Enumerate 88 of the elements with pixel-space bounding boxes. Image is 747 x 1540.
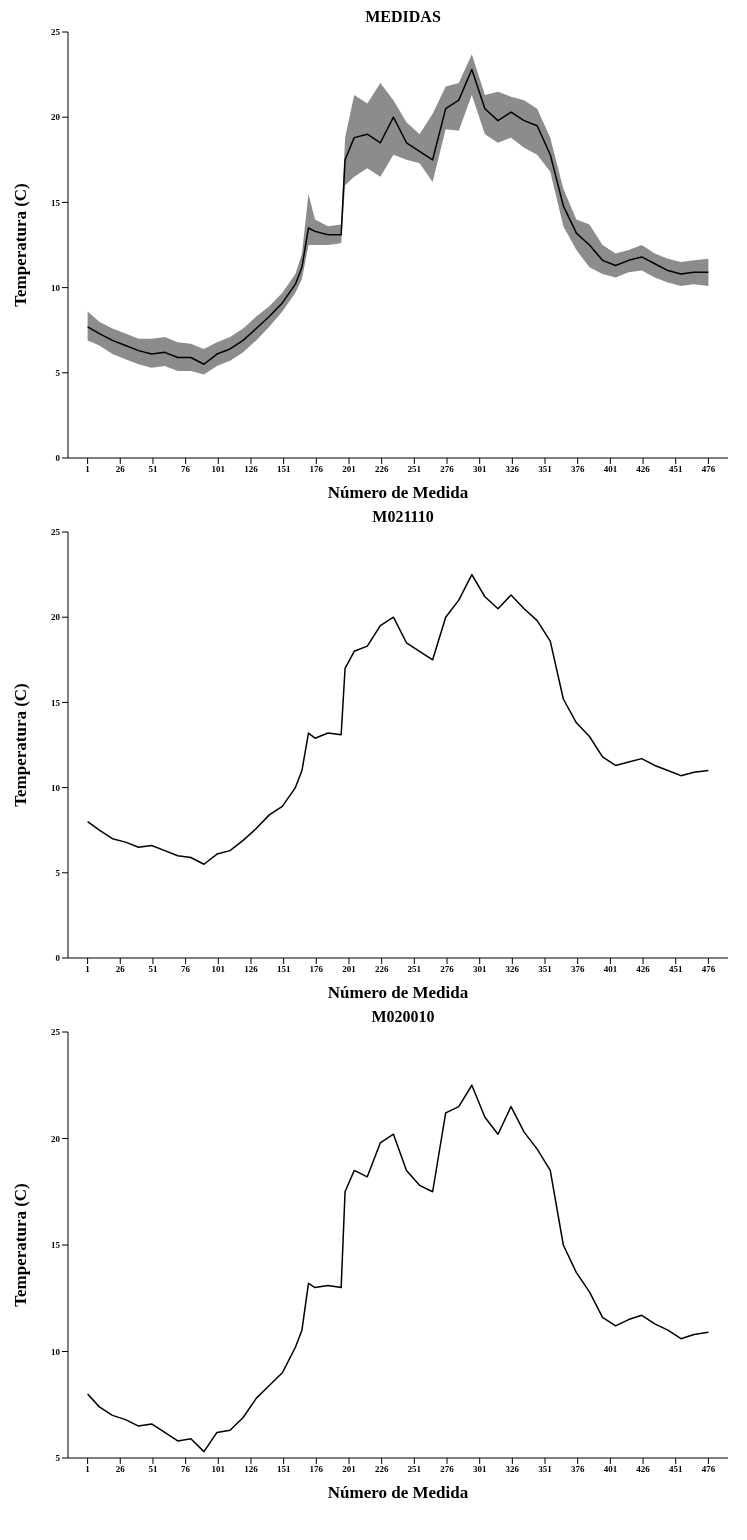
y-tick-label: 0	[55, 953, 61, 964]
y-tick-label: 10	[51, 782, 61, 793]
x-tick-label: 76	[181, 464, 191, 475]
x-tick-label: 376	[570, 964, 585, 975]
x-tick-label: 401	[603, 464, 618, 475]
x-tick-label: 176	[309, 1464, 324, 1475]
y-tick-label: 20	[51, 1133, 61, 1144]
x-tick-label: 351	[538, 964, 553, 975]
y-tick-label: 25	[51, 527, 61, 538]
x-tick-label: 301	[472, 464, 487, 475]
x-tick-label: 401	[603, 1464, 618, 1475]
x-tick-label: 451	[668, 1464, 683, 1475]
y-tick-label: 5	[55, 1453, 61, 1464]
y-tick-label: 15	[51, 697, 61, 708]
y-axis-title: Temperatura (C)	[11, 1183, 31, 1307]
x-tick-label: 351	[538, 464, 553, 475]
y-tick-label: 25	[51, 27, 61, 38]
y-axis-title: Temperatura (C)	[11, 183, 31, 307]
x-tick-label: 401	[603, 964, 618, 975]
x-tick-label: 276	[440, 964, 455, 975]
x-tick-label: 101	[211, 464, 226, 475]
x-tick-label: 126	[244, 964, 259, 975]
y-tick-label: 5	[55, 367, 61, 378]
chart-title: M020010	[370, 1008, 436, 1027]
y-tick-label: 5	[55, 867, 61, 878]
x-tick-label: 276	[440, 1464, 455, 1475]
x-tick-label: 351	[538, 1464, 553, 1475]
x-tick-label: 226	[374, 464, 389, 475]
y-tick-label: 25	[51, 1027, 61, 1038]
x-tick-label: 151	[276, 464, 291, 475]
x-tick-label: 1	[85, 1464, 91, 1475]
y-tick-label: 10	[51, 282, 61, 293]
x-tick-label: 226	[374, 1464, 389, 1475]
x-tick-label: 301	[472, 964, 487, 975]
x-axis-title: Número de Medida	[327, 483, 469, 502]
x-tick-label: 1	[85, 464, 91, 475]
x-tick-label: 476	[701, 1464, 716, 1475]
x-tick-label: 251	[407, 464, 422, 475]
x-tick-label: 276	[440, 464, 455, 475]
x-axis-title: Número de Medida	[327, 983, 469, 1002]
line-series	[86, 1084, 710, 1453]
x-tick-label: 76	[181, 1464, 191, 1475]
x-tick-label: 201	[342, 464, 357, 475]
x-tick-label: 26	[115, 464, 126, 475]
x-tick-label: 201	[342, 964, 357, 975]
x-tick-label: 26	[115, 1464, 126, 1475]
x-tick-label: 51	[148, 464, 158, 475]
y-tick-label: 15	[51, 1240, 61, 1251]
x-tick-label: 326	[505, 1464, 520, 1475]
y-tick-label: 20	[51, 112, 61, 123]
y-axis-title: Temperatura (C)	[11, 683, 31, 807]
x-tick-label: 451	[668, 464, 683, 475]
x-tick-label: 176	[309, 464, 324, 475]
x-tick-label: 451	[668, 964, 683, 975]
x-tick-label: 251	[407, 964, 422, 975]
line-series	[86, 573, 710, 866]
x-tick-label: 1	[85, 964, 91, 975]
x-tick-label: 126	[244, 464, 259, 475]
x-tick-label: 101	[211, 964, 226, 975]
x-tick-label: 426	[636, 964, 651, 975]
x-tick-label: 76	[181, 964, 191, 975]
x-tick-label: 151	[276, 1464, 291, 1475]
x-tick-label: 326	[505, 964, 520, 975]
y-tick-label: 15	[51, 197, 61, 208]
x-tick-label: 176	[309, 964, 324, 975]
x-tick-label: 476	[701, 964, 716, 975]
x-tick-label: 326	[505, 464, 520, 475]
x-tick-label: 426	[636, 1464, 651, 1475]
x-tick-label: 201	[342, 1464, 357, 1475]
x-axis-title: Número de Medida	[327, 1483, 469, 1502]
x-tick-label: 226	[374, 964, 389, 975]
x-tick-label: 426	[636, 464, 651, 475]
x-tick-label: 476	[701, 464, 716, 475]
x-tick-label: 101	[211, 1464, 226, 1475]
y-tick-label: 0	[55, 453, 61, 464]
x-tick-label: 376	[570, 1464, 585, 1475]
y-tick-label: 10	[51, 1346, 61, 1357]
x-tick-label: 376	[570, 464, 585, 475]
x-tick-label: 151	[276, 964, 291, 975]
chart-title: M021110	[371, 508, 435, 527]
x-tick-label: 51	[148, 1464, 158, 1475]
x-tick-label: 51	[148, 964, 158, 975]
x-tick-label: 126	[244, 1464, 259, 1475]
x-tick-label: 301	[472, 1464, 487, 1475]
chart-title: MEDIDAS	[364, 8, 442, 27]
x-tick-label: 251	[407, 1464, 422, 1475]
y-tick-label: 20	[51, 612, 61, 623]
x-tick-label: 26	[115, 964, 126, 975]
